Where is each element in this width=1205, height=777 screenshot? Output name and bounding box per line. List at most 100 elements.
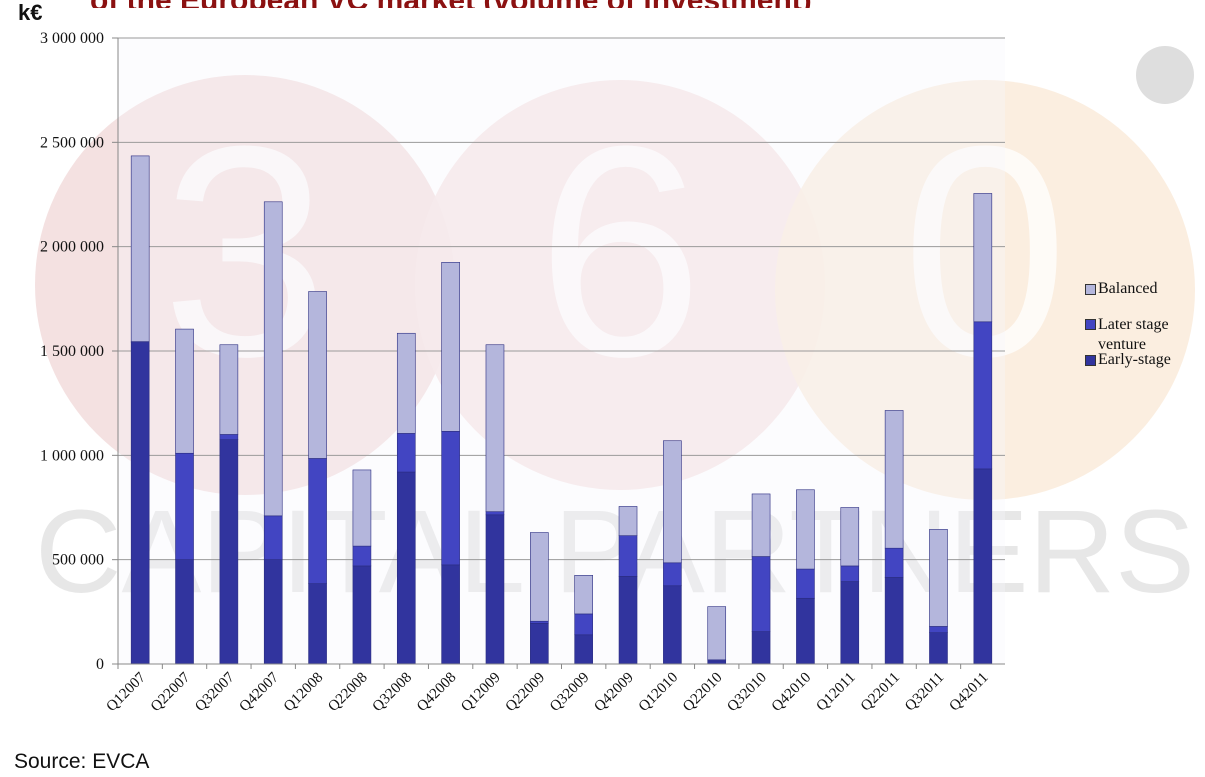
x-tick-label: Q22011 (858, 670, 903, 715)
bar-later-stage (308, 458, 327, 584)
bar-early-stage (485, 514, 505, 665)
x-tick-label: Q32007 (192, 669, 238, 715)
x-tick-label: Q32010 (724, 670, 769, 715)
bar-early-stage (929, 632, 948, 665)
y-tick-label: 500 000 (52, 552, 104, 569)
legend-label-later-stage: Later stage venture (1098, 316, 1169, 353)
bar-later-stage (352, 545, 372, 567)
legend-label-balanced: Balanced (1098, 280, 1158, 297)
legend-swatch-later-stage (1085, 319, 1096, 330)
bar-later-stage (663, 562, 682, 587)
x-tick-label: Q42008 (414, 670, 459, 715)
y-tick-labels: 0 500 000 1 000 000 1 500 000 2 000 000 2 500… (40, 30, 104, 673)
bar-early-stage (574, 634, 593, 665)
x-tick-label: Q42011 (947, 670, 992, 715)
legend-swatch-balanced (1085, 284, 1096, 295)
y-tick-label: 2 000 000 (40, 239, 104, 256)
bar-balanced (219, 344, 239, 435)
x-tick-label: Q12008 (281, 670, 326, 715)
x-tick-label: Q22007 (148, 669, 194, 715)
x-tick-label: Q22009 (503, 670, 548, 715)
watermark-digit-6: 6 (537, 83, 704, 419)
bar-early-stage (663, 585, 682, 665)
bar-balanced (396, 332, 416, 434)
bar-later-stage (396, 433, 416, 473)
bar-early-stage (441, 564, 460, 665)
bar-early-stage (796, 597, 815, 665)
bar-early-stage (530, 623, 549, 665)
source-note: Source: EVCA (14, 750, 150, 773)
x-tick-label: Q12007 (104, 669, 150, 715)
bar-balanced (130, 155, 150, 342)
bar-later-stage (441, 431, 460, 566)
bar-balanced (618, 506, 638, 536)
x-tick-label: Q12009 (458, 670, 503, 715)
x-tick-label: Q22010 (680, 670, 725, 715)
bar-early-stage (130, 342, 150, 665)
bar-early-stage (396, 471, 416, 665)
y-tick-label: 1 500 000 (40, 343, 104, 360)
bar-later-stage (884, 547, 904, 578)
bar-early-stage (263, 559, 283, 665)
x-tick-label: Q42009 (591, 670, 636, 715)
bar-later-stage (263, 515, 283, 560)
bar-balanced (707, 606, 727, 661)
x-tick-label: Q42010 (769, 670, 814, 715)
bar-later-stage (840, 565, 860, 582)
bar-later-stage (219, 434, 239, 440)
bar-balanced (796, 489, 815, 570)
bar-balanced (840, 507, 860, 567)
bar-balanced (308, 291, 327, 459)
bar-later-stage (574, 613, 593, 636)
legend-swatch-early-stage (1085, 355, 1096, 366)
bar-early-stage (352, 565, 372, 665)
bar-balanced (175, 328, 194, 454)
bar-later-stage (175, 452, 194, 560)
x-tick-label: Q32008 (370, 670, 415, 715)
x-tick-label: Q12011 (814, 670, 859, 715)
x-tick-label: Q32009 (547, 670, 592, 715)
y-tick-label: 2 500 000 (40, 134, 104, 151)
bar-later-stage (530, 620, 549, 624)
bar-early-stage (308, 583, 327, 665)
bar-later-stage (751, 556, 771, 632)
bar-later-stage (485, 511, 505, 516)
chart-title-text: of the European VC market (volume of inv… (90, 0, 812, 8)
x-tick-label: Q32011 (902, 670, 947, 715)
bar-early-stage (751, 631, 771, 665)
watermark-dot (1136, 46, 1194, 104)
bar-later-stage (973, 321, 993, 470)
bar-later-stage (796, 568, 815, 599)
y-tick-label: 3 000 000 (40, 30, 104, 47)
bar-early-stage (884, 577, 904, 665)
y-tick-label: 1 000 000 (40, 447, 104, 464)
chart-title: of the European VC market (volume of inv… (90, 0, 812, 8)
bar-balanced (751, 493, 771, 557)
y-unit-label: k€ (18, 0, 43, 25)
bar-balanced (574, 575, 593, 615)
bar-early-stage (840, 581, 860, 665)
bar-later-stage (929, 626, 948, 634)
y-tick-label: 0 (96, 656, 104, 673)
bar-balanced (352, 469, 372, 547)
x-tick-labels: Q12007Q22007Q32007Q42007Q12008Q22008Q320… (104, 669, 992, 715)
bar-balanced (441, 262, 460, 432)
x-tick-label: Q12010 (636, 670, 681, 715)
bar-balanced (530, 532, 549, 622)
bar-balanced (485, 344, 505, 512)
legend-item-later-stage: Later stage venture (1085, 315, 1185, 355)
bar-early-stage (219, 439, 239, 665)
x-tick-label: Q42007 (237, 669, 283, 715)
bar-balanced (663, 440, 682, 564)
bar-later-stage (618, 535, 638, 577)
bar-early-stage (618, 576, 638, 665)
bar-balanced (973, 193, 993, 323)
bar-balanced (263, 201, 283, 517)
legend-label-early-stage: Early-stage (1098, 351, 1171, 368)
bar-balanced (884, 410, 904, 549)
watermark-circle-pink (415, 80, 825, 490)
bar-early-stage (175, 559, 194, 665)
bar-early-stage (973, 468, 993, 665)
x-tick-label: Q22008 (325, 670, 370, 715)
